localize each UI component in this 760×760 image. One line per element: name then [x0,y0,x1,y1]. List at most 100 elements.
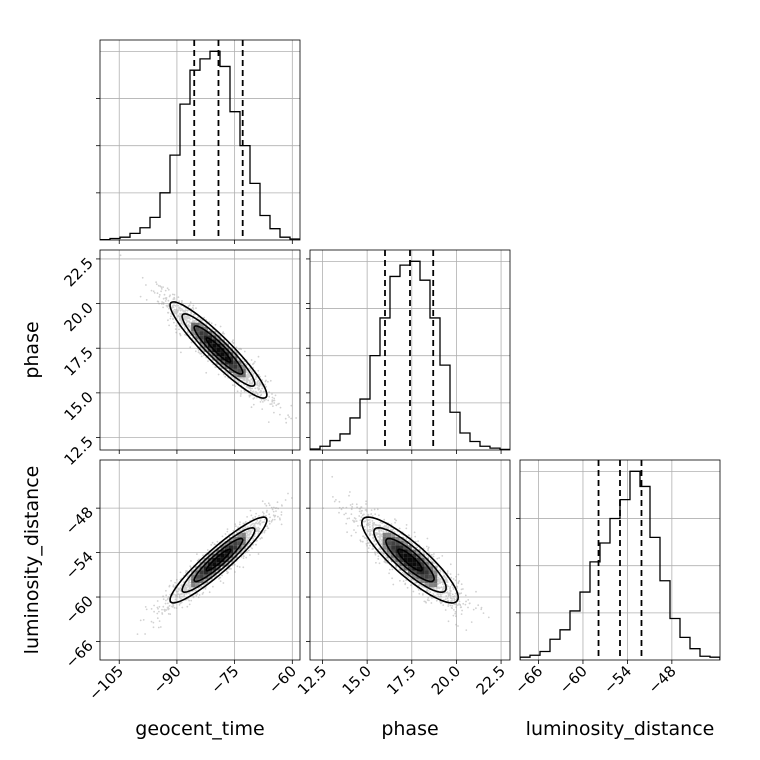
xlabel-luminosity-distance: luminosity_distance [526,718,715,740]
density-cell [241,536,246,542]
ylabel-luminosity-distance: luminosity_distance [21,466,43,655]
density-cell [424,583,429,588]
density-cell [237,360,242,365]
density-cell [224,545,229,550]
density-cell [420,574,425,579]
density-cell [424,574,429,579]
density-cell [407,570,413,575]
density-cell [203,326,208,332]
density-cell [237,364,242,369]
density-cell [237,532,242,537]
density-cell [241,364,246,369]
scatter-frame-geocent_time-phase [99,249,301,451]
ytick-label-phase-2: 17.5 [60,343,96,379]
density-cell [433,578,438,584]
scatter-frame-geocent_time-luminosity_distance [99,459,301,661]
density-cell [191,331,196,336]
density-cell [224,549,229,554]
density-cell [241,368,246,374]
density-cell [424,566,429,571]
density-cell [191,583,196,588]
density-cell [412,570,417,575]
density-cell [195,331,200,336]
density-cell [199,331,204,336]
histogram-panel-geocent_time [100,40,300,240]
density-cell [233,364,238,369]
xtick-label-geocent_time-0: −105 [85,662,127,704]
density-cell [233,536,238,542]
density-cell [382,541,387,546]
density-cell [237,373,242,378]
density-cell [399,545,404,550]
ytick-label-luminosity_distance-2: −54 [62,548,97,583]
density-cell [203,339,208,344]
density-cell [220,549,225,554]
density-cell [407,549,413,554]
density-cell [199,578,204,584]
contour-geocent_time-phase-0 [205,337,232,363]
density-cell [407,557,413,563]
density-cell [386,532,392,537]
histogram-panel-phase [310,250,510,450]
contour-geocent_time-phase-2 [181,313,256,387]
xtick-label-geocent_time-3: −60 [265,662,300,697]
density-cell [207,574,213,579]
density-cell [395,536,400,542]
density-cell [216,557,221,563]
scatter-panel-geocent_time-luminosity_distance [100,460,300,660]
density-cell [228,549,234,554]
density-cell [428,574,434,579]
xtick-label-geocent_time-2: −75 [207,662,242,697]
ytick-label-luminosity_distance-1: −60 [62,592,97,627]
density-cell [191,322,196,327]
density-cell [420,562,425,567]
density-cell [195,335,200,340]
xlabel-phase: phase [381,718,438,740]
density-cell [216,347,221,353]
xtick-label-luminosity_distance-3: −48 [645,662,680,697]
histogram-luminosity_distance [520,470,720,660]
scatter-panel-geocent_time-phase [100,250,300,450]
density-cell [233,373,238,378]
xlabel-geocent-time: geocent_time [135,718,264,740]
density-cell [412,557,417,563]
density-cell [228,360,234,365]
density-cell [195,322,200,327]
density-cell [403,562,408,567]
density-cell [391,545,396,550]
density-cell [228,368,234,374]
density-cell [237,541,242,546]
contour-geocent_time-phase-1 [193,325,244,375]
contour-phase-luminosity_distance-0 [397,548,423,572]
density-cell [241,373,246,378]
density-cell [203,570,208,575]
ytick-label-phase-1: 15.0 [60,388,96,424]
histogram-panel-luminosity_distance [520,460,720,660]
density-cell [203,335,208,340]
density-cell [382,545,387,550]
xtick-label-phase-2: 17.5 [383,662,419,698]
ytick-label-phase-3: 20.0 [60,299,96,335]
density-cell [207,566,213,571]
density-cell [412,574,417,579]
density-cell [424,562,429,567]
contour-geocent_time-luminosity_distance-3 [169,516,268,604]
density-cell [203,566,208,571]
contour-geocent_time-phase-3 [169,301,268,399]
density-cell [191,574,196,579]
histogram-frame-geocent_time [99,39,301,241]
density-cell [420,570,425,575]
density-cell [433,583,438,588]
xtick-label-phase-0: 12.5 [294,662,330,698]
contour-phase-luminosity_distance-1 [385,537,435,583]
density-cell [199,335,204,340]
contour-geocent_time-luminosity_distance-2 [181,526,256,594]
density-cell [395,541,400,546]
ytick-label-phase-0: 12.5 [60,433,96,469]
xtick-label-luminosity_distance-1: −60 [556,662,591,697]
density-cell [412,562,417,567]
density-cell [241,541,246,546]
density-cell [403,545,408,550]
density-cell [191,578,196,584]
